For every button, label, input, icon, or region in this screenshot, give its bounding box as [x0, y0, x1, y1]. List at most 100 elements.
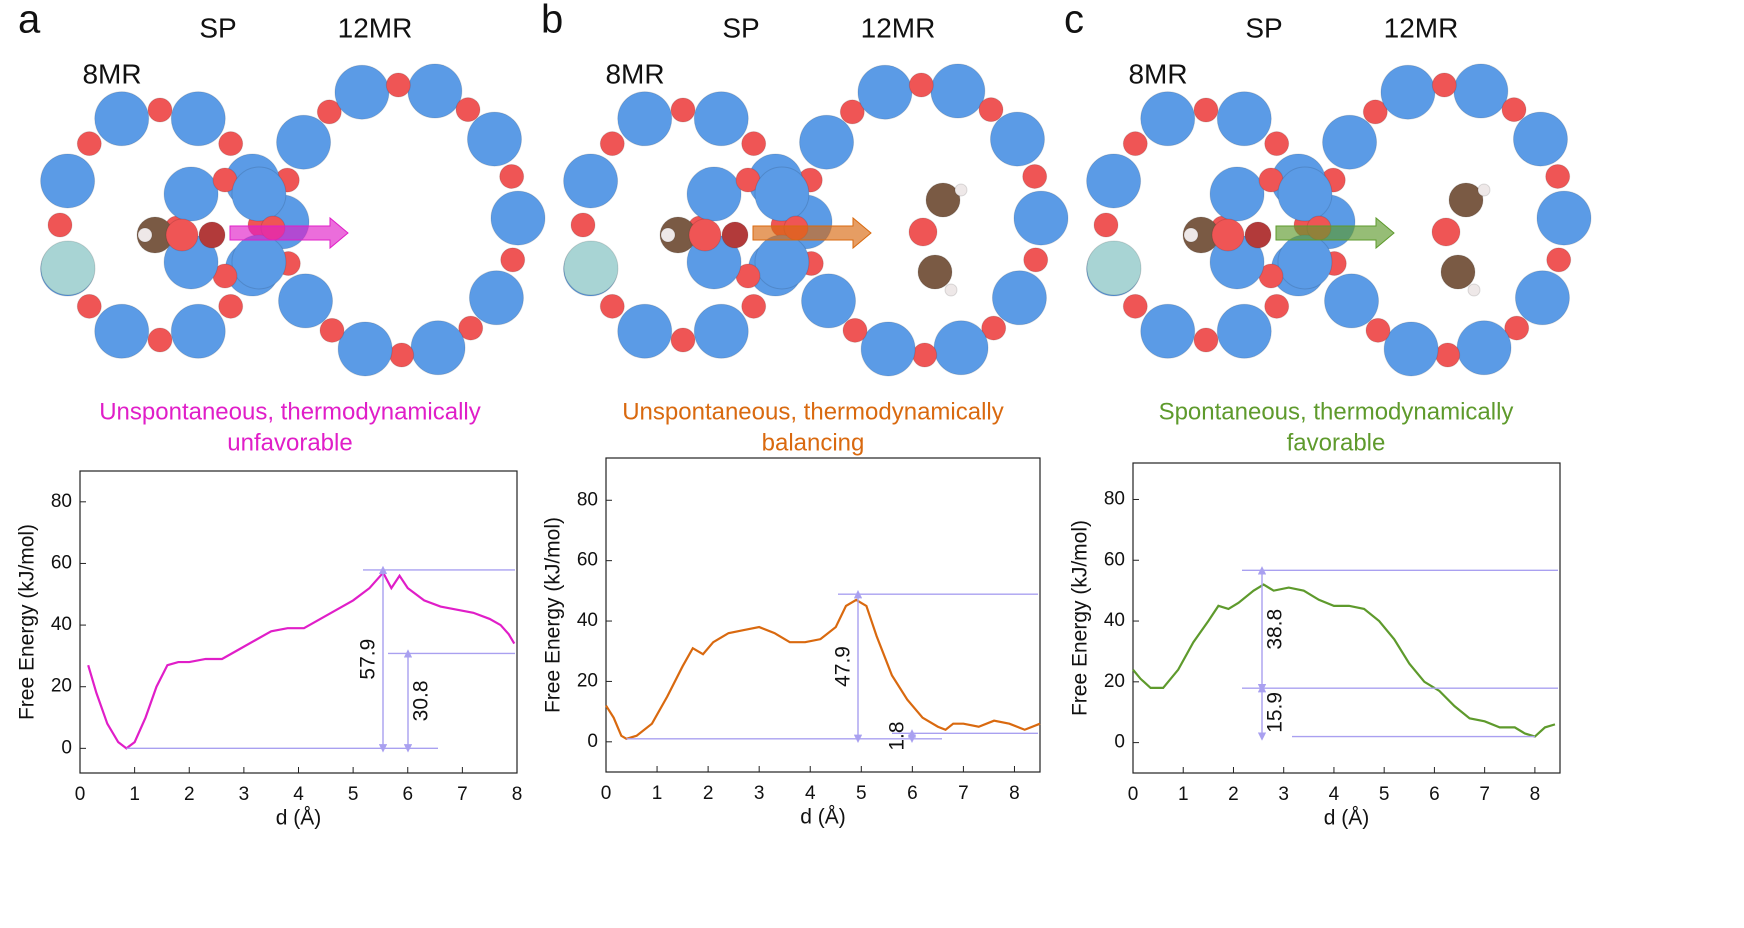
silicon-atom: [231, 166, 287, 222]
x-tick-label: 7: [457, 784, 468, 805]
oxygen-atom: [842, 317, 868, 343]
oxygen-atom: [147, 97, 173, 123]
y-tick-label: 40: [577, 610, 598, 631]
x-tick-label: 7: [1479, 784, 1490, 805]
silicon-atom: [278, 273, 334, 329]
y-tick-label: 40: [1104, 610, 1125, 631]
silicon-atom: [1380, 64, 1436, 120]
oxygen-atom: [1431, 217, 1461, 247]
silicon-atom: [231, 234, 287, 290]
oxygen-atom: [1365, 317, 1391, 343]
silicon-atom: [1216, 303, 1272, 359]
silicon-atom: [801, 273, 857, 329]
x-tick-label: 3: [1278, 784, 1289, 805]
silicon-atom: [1216, 91, 1272, 147]
silicon-atom: [337, 321, 393, 377]
x-tick-label: 0: [75, 784, 86, 805]
caption: Unspontaneous, thermodynamically: [99, 398, 481, 425]
y-tick-label: 20: [1104, 671, 1125, 692]
x-tick-label: 4: [1329, 784, 1340, 805]
x-tick-label: 2: [703, 783, 714, 804]
aluminum-atom: [563, 240, 619, 296]
silicon-atom: [170, 303, 226, 359]
silicon-atom: [1456, 320, 1512, 376]
annotation-label: 57.9: [357, 639, 380, 680]
oxygen-atom: [1435, 342, 1461, 368]
oxygen-atom: [147, 327, 173, 353]
silicon-atom: [1277, 234, 1333, 290]
y-axis-label: Free Energy (kJ/mol): [1069, 520, 1092, 716]
x-axis-label: d (Å): [1324, 807, 1370, 830]
oxygen-atom: [599, 293, 625, 319]
x-tick-label: 5: [1379, 784, 1390, 805]
y-tick-label: 0: [61, 737, 72, 758]
silicon-atom: [933, 320, 989, 376]
oxygen-atom: [1264, 131, 1290, 157]
silicon-atom: [1013, 190, 1069, 246]
silicon-atom: [693, 303, 749, 359]
silicon-atom: [1140, 91, 1196, 147]
oxygen-atom: [500, 247, 526, 273]
annotation-label: 15.9: [1264, 692, 1287, 733]
oxygen-atom: [981, 315, 1007, 341]
oxygen-atom: [1362, 99, 1388, 125]
hydrogen-atom: [660, 227, 676, 243]
silicon-atom: [1209, 166, 1265, 222]
oxygen-atom: [1504, 315, 1530, 341]
silicon-atom: [1324, 273, 1380, 329]
silicon-atom: [410, 320, 466, 376]
diffusion-arrow: [1275, 216, 1395, 250]
silicon-atom: [40, 153, 96, 209]
ring-label: 8MR: [82, 58, 141, 89]
silicon-atom: [686, 166, 742, 222]
x-tick-label: 6: [402, 784, 413, 805]
silicon-atom: [170, 91, 226, 147]
hydrogen-atom: [1467, 283, 1481, 297]
oxygen-atom: [908, 217, 938, 247]
x-tick-label: 1: [1178, 784, 1189, 805]
annotation-label: 38.8: [1264, 609, 1287, 650]
x-tick-label: 3: [754, 783, 765, 804]
hydrogen-atom: [954, 183, 968, 197]
oxygen-atom: [1093, 212, 1119, 238]
y-tick-label: 80: [51, 491, 72, 512]
silicon-atom: [991, 270, 1047, 326]
oxygen-atom: [721, 221, 749, 249]
ring-label: 8MR: [1128, 58, 1187, 89]
oxygen-atom: [670, 327, 696, 353]
silicon-atom: [94, 91, 150, 147]
oxygen-atom: [1193, 327, 1219, 353]
x-tick-label: 3: [239, 784, 250, 805]
silicon-atom: [1086, 153, 1142, 209]
ring-label: SP: [199, 12, 236, 43]
oxygen-atom: [316, 99, 342, 125]
oxygen-atom: [1501, 97, 1527, 123]
silicon-atom: [693, 91, 749, 147]
silicon-atom: [1512, 111, 1568, 167]
x-tick-label: 8: [1009, 783, 1020, 804]
x-axis-label: d (Å): [276, 807, 322, 830]
silicon-atom: [1383, 321, 1439, 377]
panel-label: c: [1064, 0, 1084, 42]
ring-label: SP: [1245, 12, 1282, 43]
oxygen-atom: [688, 218, 722, 252]
oxygen-atom: [1122, 293, 1148, 319]
carbon-atom: [917, 254, 953, 290]
y-tick-label: 20: [51, 676, 72, 697]
silicon-atom: [94, 303, 150, 359]
silicon-atom: [1536, 190, 1592, 246]
silicon-atom: [1322, 114, 1378, 170]
carbon-atom: [1448, 182, 1484, 218]
y-tick-label: 60: [51, 552, 72, 573]
silicon-atom: [857, 64, 913, 120]
y-axis-label: Free Energy (kJ/mol): [16, 524, 39, 720]
annotation-label: 47.9: [832, 646, 855, 687]
diffusion-arrow: [752, 216, 872, 250]
ring-label: 8MR: [605, 58, 664, 89]
oxygen-atom: [1211, 218, 1245, 252]
oxygen-atom: [741, 293, 767, 319]
oxygen-atom: [76, 293, 102, 319]
plot-frame: [79, 470, 518, 774]
y-tick-label: 80: [1104, 488, 1125, 509]
